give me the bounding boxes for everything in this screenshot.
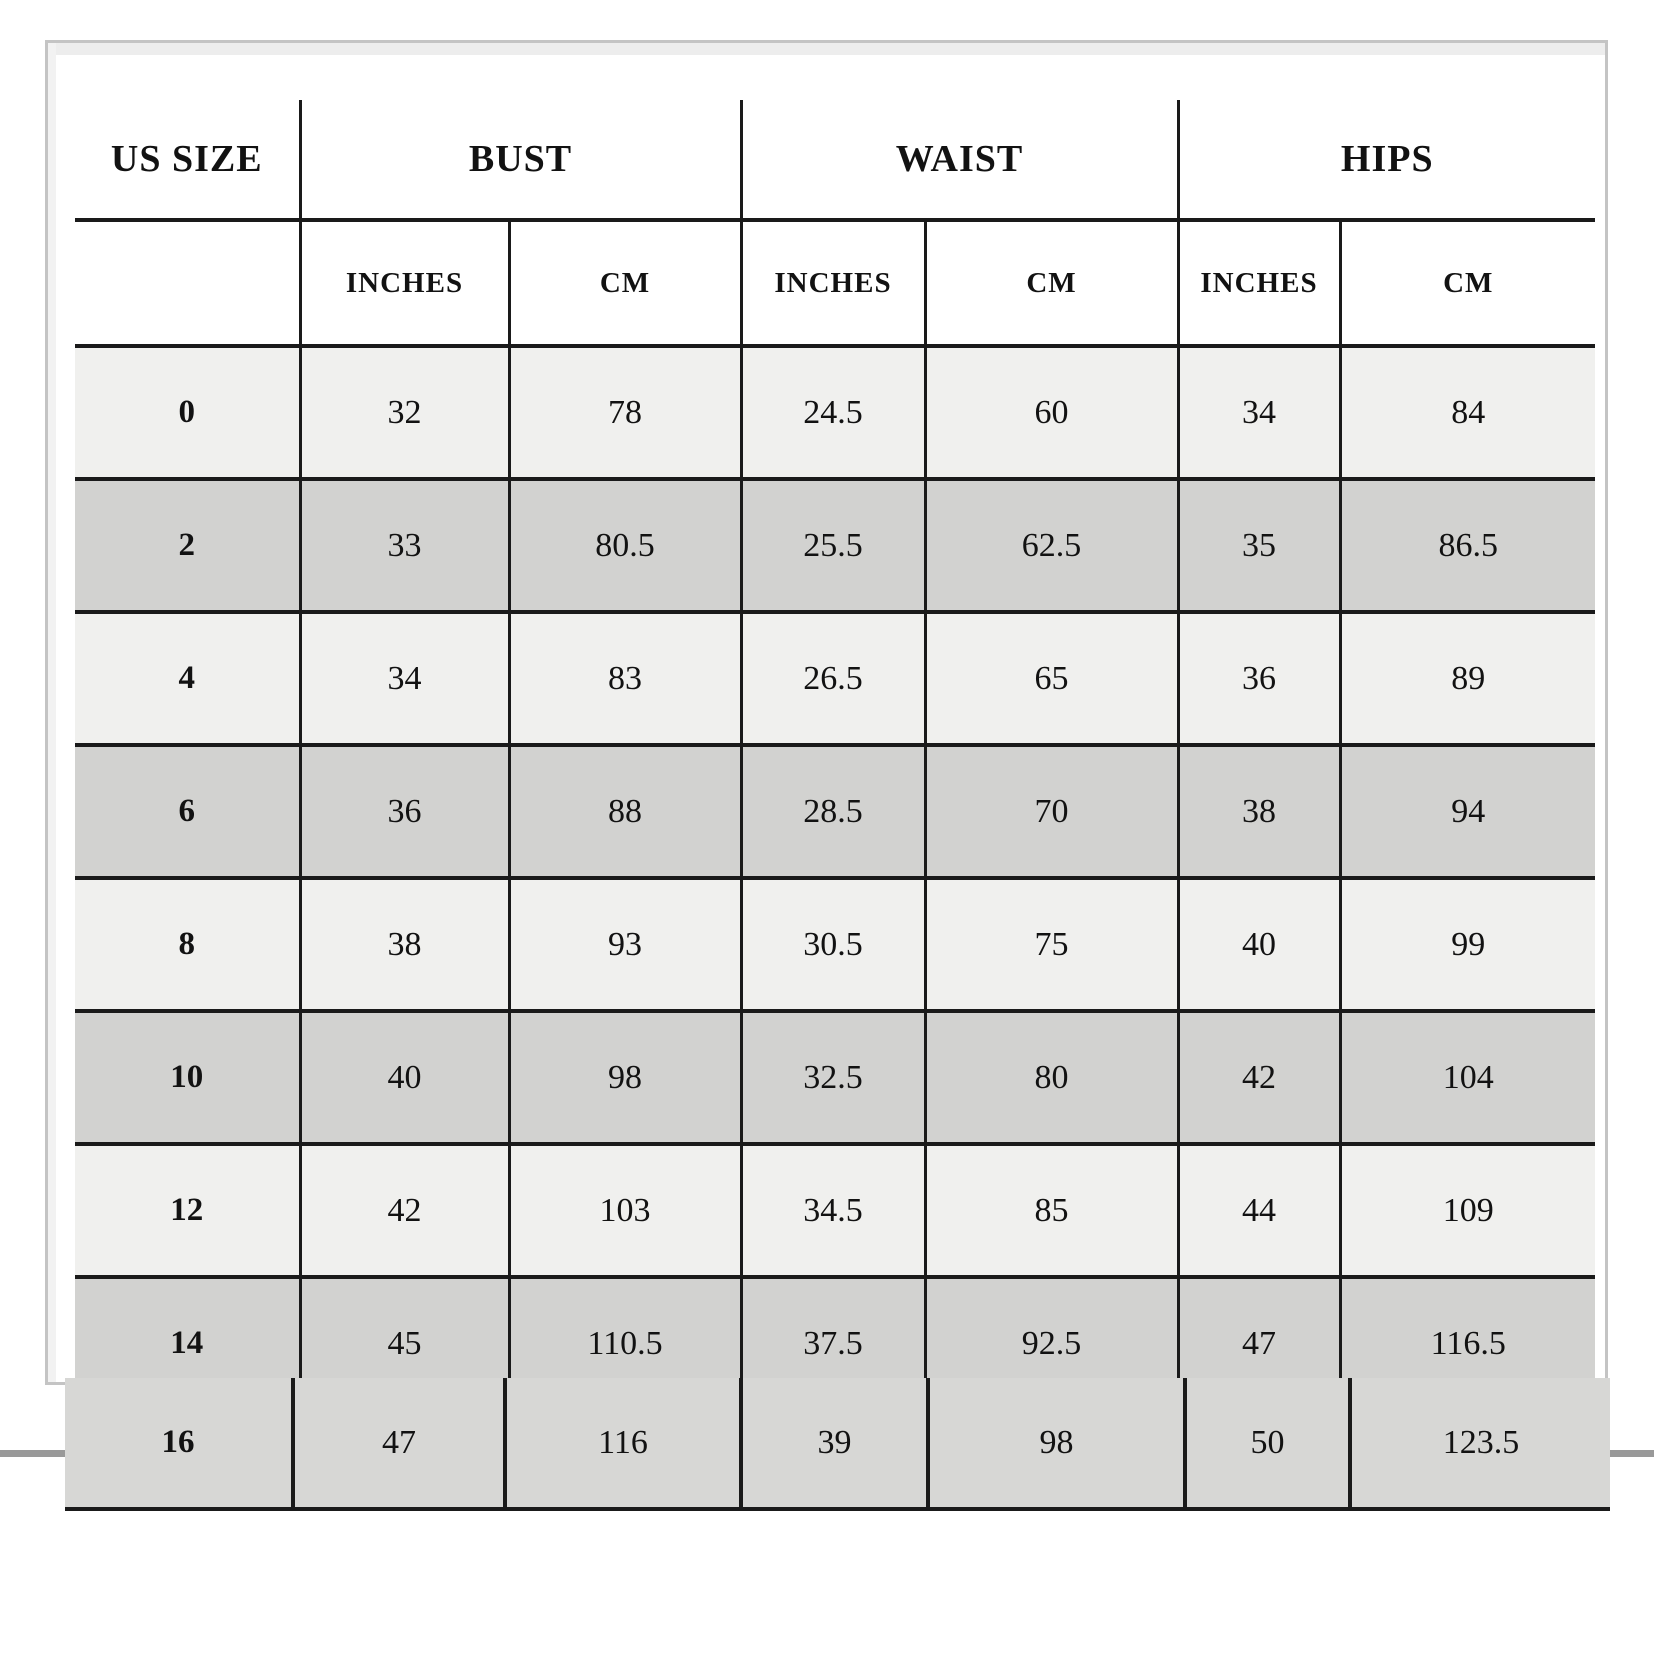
bust-cm-value: 116 [503,1378,741,1511]
hips-cm-value: 86.5 [1338,479,1596,614]
hips-cm-value: 84 [1338,346,1596,481]
bust-inches-value: 33 [298,479,509,614]
header-bust-cm: CM [507,220,741,348]
table-row-size-2: 2 33 80.5 25.5 62.5 35 86.5 [75,479,1596,614]
bust-inches-value: 40 [298,1011,509,1146]
us-size-value: 12 [75,1144,300,1279]
waist-cm-value: 70 [923,745,1178,880]
us-size-value: 8 [75,878,300,1013]
bust-inches-value: 47 [291,1378,505,1511]
waist-inches-value: 30.5 [739,878,925,1013]
us-size-value: 2 [75,479,300,614]
header-waist: WAIST [739,100,1178,222]
waist-cm-value: 65 [923,612,1178,747]
header-hips: HIPS [1176,100,1596,222]
header-waist-inches: INCHES [739,220,925,348]
header-hips-inches: INCHES [1176,220,1340,348]
waist-cm-value: 85 [923,1144,1178,1279]
bust-cm-value: 83 [507,612,741,747]
bust-inches-value: 38 [298,878,509,1013]
hips-cm-value: 99 [1338,878,1596,1013]
waist-inches-value: 28.5 [739,745,925,880]
us-size-value: 6 [75,745,300,880]
header-blank-cell [75,220,300,348]
waist-inches-value: 26.5 [739,612,925,747]
waist-inches-value: 34.5 [739,1144,925,1279]
size-16-row-table: 16 47 116 39 98 50 123.5 [65,1378,1610,1511]
header-bust-inches: INCHES [298,220,509,348]
waist-inches-value: 25.5 [739,479,925,614]
waist-cm-value: 60 [923,346,1178,481]
bust-cm-value: 80.5 [507,479,741,614]
waist-inches-value: 24.5 [739,346,925,481]
table-row-size-4: 4 34 83 26.5 65 36 89 [75,612,1596,747]
bust-cm-value: 88 [507,745,741,880]
table-row-size-10: 10 40 98 32.5 80 42 104 [75,1011,1596,1146]
waist-inches-value: 32.5 [739,1011,925,1146]
hips-inches-value: 34 [1176,346,1340,481]
waist-cm-value: 98 [926,1378,1185,1511]
bust-inches-value: 32 [298,346,509,481]
table-row-size-8: 8 38 93 30.5 75 40 99 [75,878,1596,1013]
hips-inches-value: 42 [1176,1011,1340,1146]
us-size-value: 0 [75,346,300,481]
table-row-size-16: 16 47 116 39 98 50 123.5 [65,1378,1610,1511]
waist-inches-value: 39 [739,1378,928,1511]
header-unit-row: INCHES CM INCHES CM INCHES CM [75,220,1596,348]
hips-inches-value: 50 [1183,1378,1350,1511]
size-chart-table: US SIZE BUST WAIST HIPS INCHES CM INCHES… [75,100,1596,1412]
hips-cm-value: 94 [1338,745,1596,880]
hips-inches-value: 35 [1176,479,1340,614]
table-row-size-0: 0 32 78 24.5 60 34 84 [75,346,1596,481]
hips-cm-value: 123.5 [1348,1378,1610,1511]
hips-inches-value: 36 [1176,612,1340,747]
size-16-overflow-row: 16 47 116 39 98 50 123.5 [65,1378,1610,1511]
hips-cm-value: 109 [1338,1144,1596,1279]
header-group-row: US SIZE BUST WAIST HIPS [75,100,1596,222]
bust-cm-value: 103 [507,1144,741,1279]
waist-cm-value: 62.5 [923,479,1178,614]
bust-cm-value: 78 [507,346,741,481]
us-size-value: 16 [65,1378,293,1511]
bust-inches-value: 42 [298,1144,509,1279]
us-size-value: 10 [75,1011,300,1146]
waist-cm-value: 75 [923,878,1178,1013]
hips-cm-value: 89 [1338,612,1596,747]
size-chart-frame: US SIZE BUST WAIST HIPS INCHES CM INCHES… [45,40,1608,1412]
header-hips-cm: CM [1338,220,1596,348]
bust-cm-value: 98 [507,1011,741,1146]
us-size-value: 4 [75,612,300,747]
table-row-size-6: 6 36 88 28.5 70 38 94 [75,745,1596,880]
hips-inches-value: 40 [1176,878,1340,1013]
waist-cm-value: 80 [923,1011,1178,1146]
header-us-size: US SIZE [75,100,300,222]
bust-inches-value: 36 [298,745,509,880]
table-row-size-12: 12 42 103 34.5 85 44 109 [75,1144,1596,1279]
hips-inches-value: 44 [1176,1144,1340,1279]
header-bust: BUST [298,100,741,222]
bust-inches-value: 34 [298,612,509,747]
header-waist-cm: CM [923,220,1178,348]
hips-cm-value: 104 [1338,1011,1596,1146]
bust-cm-value: 93 [507,878,741,1013]
hips-inches-value: 38 [1176,745,1340,880]
